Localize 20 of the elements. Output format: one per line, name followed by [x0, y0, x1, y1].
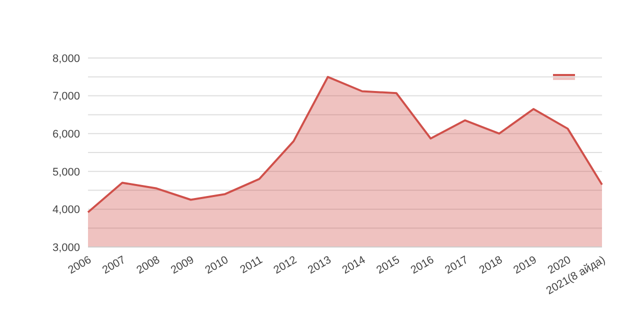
x-tick-label: 2011 [238, 254, 265, 276]
y-tick-label: 5,000 [52, 166, 80, 178]
x-tick-label: 2015 [374, 254, 402, 277]
x-tick-label: 2012 [272, 254, 300, 277]
y-tick-label: 6,000 [52, 128, 80, 141]
y-tick-label: 4,000 [52, 204, 80, 216]
x-tick-label: 2009 [169, 254, 196, 277]
x-tick-label: 2013 [306, 254, 334, 277]
x-tick-label: 2016 [408, 254, 436, 277]
y-tick-label: 7,000 [52, 90, 80, 103]
y-tick-label: 3,000 [52, 242, 80, 254]
x-tick-label: 2017 [443, 254, 470, 277]
x-tick-label: 2010 [203, 254, 230, 277]
y-tick-label: 8,000 [52, 52, 80, 65]
x-tick-label: 2008 [134, 254, 162, 277]
x-tick-label: 2014 [340, 254, 368, 277]
x-tick-label: 2006 [66, 254, 94, 277]
x-tick-label: 2007 [100, 254, 128, 277]
x-tick-label: 2018 [477, 254, 505, 277]
x-tick-label: 2019 [512, 254, 539, 277]
